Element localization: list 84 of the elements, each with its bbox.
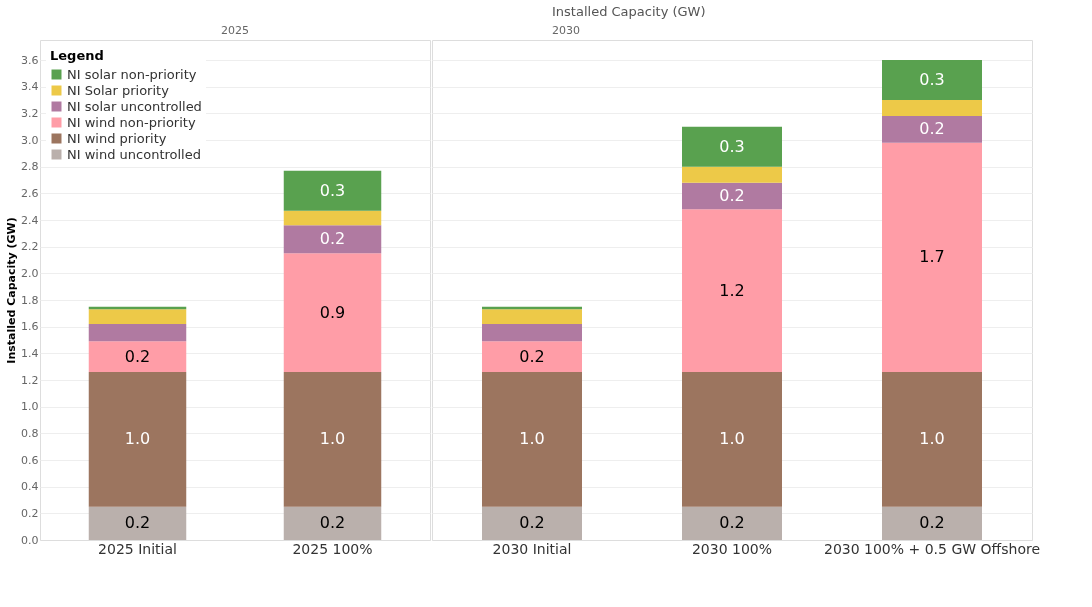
y-tick-label: 1.4 bbox=[21, 346, 39, 360]
y-tick-label: 1.6 bbox=[21, 320, 39, 334]
bar bbox=[283, 170, 382, 211]
bar bbox=[882, 142, 982, 372]
data-label: 1.7 bbox=[919, 247, 945, 267]
y-tick-label: 2.6 bbox=[21, 186, 39, 200]
chart-title: Installed Capacity (GW) bbox=[552, 4, 706, 19]
bar bbox=[682, 166, 782, 183]
data-label: 0.2 bbox=[919, 119, 945, 139]
bar bbox=[88, 506, 187, 540]
chart-subtitle: 2025 bbox=[221, 24, 249, 37]
bar bbox=[88, 372, 187, 507]
bar bbox=[283, 253, 382, 372]
data-label: 0.2 bbox=[519, 346, 545, 366]
data-label: 0.3 bbox=[919, 70, 945, 89]
data-label: 1.0 bbox=[319, 429, 346, 449]
data-label: 0.9 bbox=[319, 302, 346, 322]
bar bbox=[882, 100, 982, 116]
data-label: 0.3 bbox=[719, 136, 745, 156]
data-label: 0.2 bbox=[319, 513, 346, 533]
data-label: 1.0 bbox=[124, 429, 151, 449]
data-label: 1.0 bbox=[719, 429, 745, 449]
x-tick-label: 2030 100% bbox=[691, 540, 773, 557]
data-label: 0.2 bbox=[919, 513, 945, 533]
legend-label: NI solar non-priority bbox=[67, 66, 197, 82]
y-axis-title: Installed Capacity (GW) bbox=[5, 217, 19, 364]
bar bbox=[283, 506, 382, 540]
legend-label: NI wind non-priority bbox=[67, 114, 196, 130]
data-label: 0.2 bbox=[124, 513, 151, 533]
y-tick-label: 0.0 bbox=[21, 533, 39, 547]
bar bbox=[88, 309, 187, 324]
bar bbox=[482, 372, 582, 507]
x-tick-label: 2030 Initial bbox=[492, 540, 572, 557]
y-tick-label: 3.2 bbox=[21, 106, 39, 120]
y-tick-label: 0.6 bbox=[21, 453, 39, 467]
data-label: 1.0 bbox=[919, 429, 945, 449]
legend-title: Legend bbox=[50, 48, 104, 63]
y-tick-label: 0.8 bbox=[21, 426, 39, 440]
y-tick-label: 3.4 bbox=[21, 80, 39, 94]
x-tick-label: 2030 100% + 0.5 GW Offshore bbox=[823, 540, 1041, 557]
y-tick-label: 0.2 bbox=[21, 506, 39, 520]
data-label: 0.2 bbox=[519, 513, 545, 533]
bar bbox=[882, 372, 982, 507]
bar bbox=[88, 324, 187, 342]
bar bbox=[482, 309, 582, 324]
bar bbox=[682, 372, 782, 507]
bar bbox=[482, 506, 582, 540]
data-label: 0.2 bbox=[719, 513, 745, 533]
legend-label: NI solar uncontrolled bbox=[67, 98, 202, 114]
legend-label: NI wind uncontrolled bbox=[67, 146, 201, 162]
y-tick-label: 1.8 bbox=[21, 293, 39, 307]
y-tick-label: 3.6 bbox=[21, 53, 39, 67]
data-label: 0.2 bbox=[124, 346, 151, 366]
chart-subtitle: 2030 bbox=[552, 24, 580, 37]
bar bbox=[682, 506, 782, 540]
bar bbox=[283, 225, 382, 254]
data-label: 1.2 bbox=[719, 280, 745, 300]
data-label: 0.3 bbox=[319, 180, 346, 200]
y-tick-label: 1.0 bbox=[21, 400, 39, 414]
bar bbox=[482, 341, 582, 372]
bar bbox=[882, 506, 982, 540]
bar bbox=[882, 60, 982, 100]
bar bbox=[682, 126, 782, 167]
x-tick-label: 2025 Initial bbox=[98, 540, 177, 557]
y-tick-label: 2.2 bbox=[21, 240, 39, 254]
bar bbox=[88, 341, 187, 372]
data-label: 0.2 bbox=[319, 229, 346, 249]
y-tick-label: 2.8 bbox=[21, 160, 39, 174]
legend-label: NI wind priority bbox=[67, 130, 167, 146]
legend-label: NI Solar priority bbox=[67, 82, 170, 98]
y-tick-label: 0.4 bbox=[21, 480, 39, 494]
data-label: 1.0 bbox=[519, 429, 545, 449]
data-label: 0.2 bbox=[719, 186, 745, 205]
x-tick-label: 2025 100% bbox=[292, 540, 373, 557]
bar bbox=[283, 210, 382, 226]
bar bbox=[682, 209, 782, 372]
y-tick-label: 1.2 bbox=[21, 373, 39, 387]
bar bbox=[482, 324, 582, 342]
y-tick-label: 2.0 bbox=[21, 266, 39, 280]
y-tick-label: 3.0 bbox=[21, 133, 39, 147]
bar bbox=[882, 116, 982, 143]
bar bbox=[283, 372, 382, 507]
y-tick-label: 2.4 bbox=[21, 213, 39, 227]
bar bbox=[682, 182, 782, 210]
